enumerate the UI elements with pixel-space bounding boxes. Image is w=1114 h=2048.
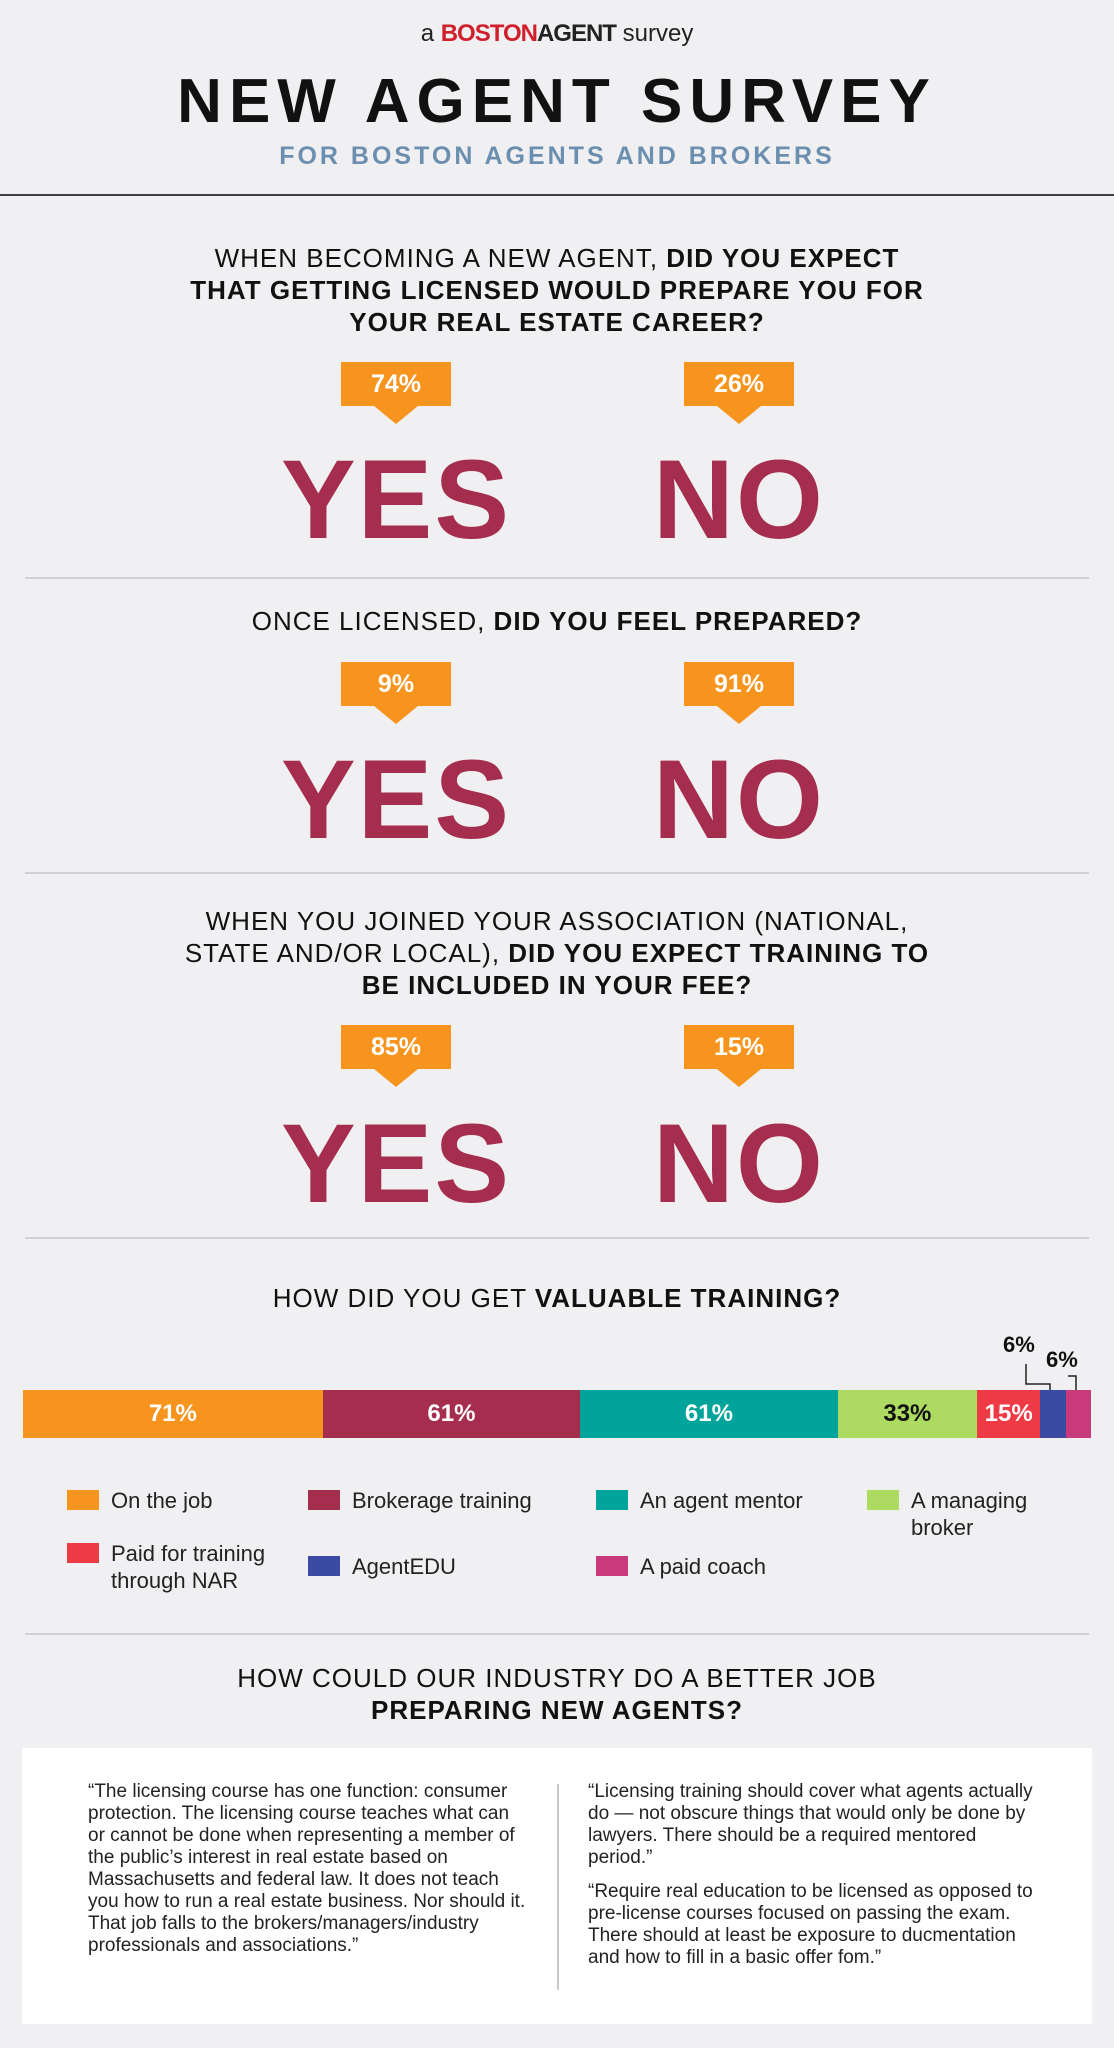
q3-no-percent: 15% bbox=[684, 1025, 794, 1087]
legend-label-agentedu: AgentEDU bbox=[352, 1554, 456, 1579]
leader-line-agentedu bbox=[1025, 1364, 1051, 1390]
bar-label-paid-training-nar: 15% bbox=[984, 1400, 1033, 1427]
bar-label-on-the-job: 71% bbox=[148, 1400, 197, 1427]
question-3: WHEN YOU JOINED YOUR ASSOCIATION (NATION… bbox=[184, 906, 930, 1000]
legend-swatch-brokerage-training bbox=[308, 1490, 340, 1510]
q3-no-label: NO bbox=[653, 1101, 825, 1226]
brand-line: a BOSTONAGENT survey bbox=[0, 20, 1114, 48]
quote-right: “Licensing training should cover what ag… bbox=[588, 1781, 1038, 1981]
q1-no-label: NO bbox=[653, 437, 825, 562]
q1-yes-label: YES bbox=[280, 437, 512, 562]
legend-swatch-paid-coach bbox=[596, 1556, 628, 1576]
brand-prefix: a bbox=[420, 20, 435, 47]
quote-left: “The licensing course has one function: … bbox=[88, 1781, 528, 1969]
question-5: HOW COULD OUR INDUSTRY DO A BETTER JOB P… bbox=[237, 1663, 877, 1725]
q2-yes-percent: 9% bbox=[341, 662, 451, 724]
bar-segment-agentedu bbox=[1040, 1390, 1066, 1438]
q1-yes-percent: 74% bbox=[341, 362, 451, 424]
bar-segment-managing-broker bbox=[837, 1390, 978, 1438]
divider bbox=[25, 1237, 1089, 1239]
quote-right-text-1: “Licensing training should cover what ag… bbox=[588, 1781, 1033, 1868]
q2-no-percent: 91% bbox=[684, 662, 794, 724]
small-segment-leader-lines bbox=[1025, 1364, 1077, 1390]
legend-label-agent-mentor: An agent mentor bbox=[640, 1488, 803, 1513]
agentedu-percent-label: 6% bbox=[1003, 1332, 1035, 1357]
leader-line-paid-coach bbox=[1068, 1375, 1077, 1390]
page-title: NEW AGENT SURVEY bbox=[177, 67, 937, 136]
q1-no-percent: 26% bbox=[684, 362, 794, 424]
q3-yes-percent: 85% bbox=[341, 1025, 451, 1087]
legend-label-paid-training-nar: Paid for training through NAR bbox=[111, 1541, 266, 1593]
legend-label-brokerage-training: Brokerage training bbox=[352, 1488, 532, 1513]
quotes-separator bbox=[557, 1784, 559, 1990]
training-stacked-bar: 71% 61% 61% 33% 15% bbox=[23, 1390, 1091, 1438]
legend-label-paid-coach: A paid coach bbox=[640, 1554, 766, 1579]
bar-segment-paid-training-nar bbox=[977, 1390, 1041, 1438]
bar-segment-agent-mentor bbox=[580, 1390, 838, 1438]
quote-left-text: “The licensing course has one function: … bbox=[88, 1781, 526, 1956]
paid-coach-percent-label: 6% bbox=[1046, 1347, 1078, 1372]
legend-label-on-the-job: On the job bbox=[111, 1488, 213, 1513]
quote-right-text-2: “Require real education to be licensed a… bbox=[588, 1881, 1033, 1968]
bar-label-agent-mentor: 61% bbox=[684, 1400, 733, 1427]
boston-agent-logo: BOSTONAGENT bbox=[440, 20, 617, 47]
q2-no-label: NO bbox=[653, 737, 825, 862]
question-1: WHEN BECOMING A NEW AGENT, DID YOU EXPEC… bbox=[190, 243, 924, 337]
q3-yes-label: YES bbox=[280, 1101, 512, 1226]
question-4: HOW DID YOU GET VALUABLE TRAINING? bbox=[272, 1283, 842, 1313]
bar-segment-on-the-job bbox=[23, 1390, 323, 1438]
legend-swatch-managing-broker bbox=[867, 1490, 899, 1510]
bar-segment-paid-coach bbox=[1065, 1390, 1091, 1438]
divider bbox=[25, 872, 1089, 874]
page-subtitle: FOR BOSTON AGENTS AND BROKERS bbox=[279, 142, 835, 170]
legend-label-managing-broker: A managing broker bbox=[911, 1488, 1028, 1540]
question-2: ONCE LICENSED, DID YOU FEEL PREPARED? bbox=[251, 606, 863, 636]
divider bbox=[25, 577, 1089, 579]
legend-swatch-paid-training-nar bbox=[67, 1543, 99, 1563]
legend-swatch-agent-mentor bbox=[596, 1490, 628, 1510]
header: a BOSTONAGENT survey NEW AGENT SURVEY FO… bbox=[0, 0, 1114, 196]
legend-swatch-agentedu bbox=[308, 1556, 340, 1576]
q2-yes-label: YES bbox=[280, 737, 512, 862]
bar-segment-brokerage-training bbox=[322, 1390, 581, 1438]
legend-swatch-on-the-job bbox=[67, 1490, 99, 1510]
bar-label-managing-broker: 33% bbox=[883, 1400, 932, 1427]
bar-label-brokerage-training: 61% bbox=[427, 1400, 476, 1427]
divider bbox=[25, 1633, 1089, 1635]
brand-suffix: survey bbox=[622, 20, 694, 47]
